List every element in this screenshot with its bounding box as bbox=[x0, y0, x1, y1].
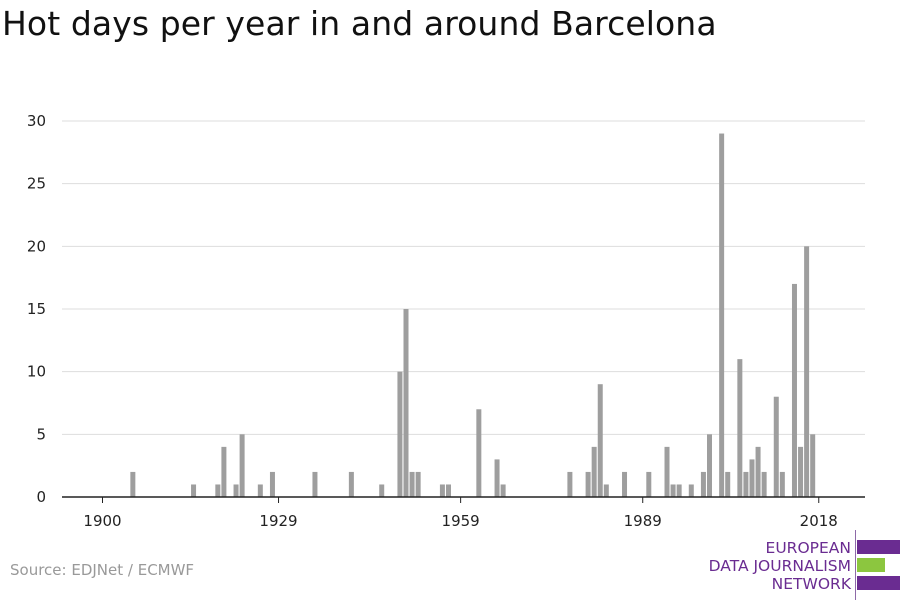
source-note: Source: EDJNet / ECMWF bbox=[10, 561, 195, 579]
bar-1922 bbox=[233, 484, 239, 497]
bar-1990 bbox=[646, 471, 652, 497]
y-tick-label: 10 bbox=[27, 363, 46, 381]
bar-1995 bbox=[676, 484, 682, 497]
x-tick-label: 1929 bbox=[259, 512, 297, 530]
logo-divider bbox=[855, 530, 856, 600]
bar-2005 bbox=[737, 359, 743, 497]
logo-bar-purple-bottom bbox=[857, 576, 900, 590]
bar-1966 bbox=[500, 484, 506, 497]
bar-chart: 0 5 10 15 20 25 30 1900 1929 1959 1989 2018 bbox=[27, 112, 865, 530]
logo-line-network: NETWORK bbox=[771, 575, 851, 593]
bar-1980 bbox=[585, 471, 591, 497]
y-tick-label: 0 bbox=[36, 488, 46, 506]
bar-2009 bbox=[761, 471, 767, 497]
bar-1986 bbox=[622, 471, 628, 497]
bar-1994 bbox=[670, 484, 676, 497]
bar-1920 bbox=[221, 446, 227, 497]
bar-1951 bbox=[409, 471, 415, 497]
bars bbox=[130, 133, 816, 497]
bar-2012 bbox=[779, 471, 785, 497]
logo-line-data-journalism: DATA JOURNALISM bbox=[708, 557, 851, 575]
bar-2008 bbox=[755, 446, 761, 497]
logo-line-european: EUROPEAN bbox=[765, 539, 851, 557]
bar-1982 bbox=[597, 384, 603, 497]
y-tick-label: 15 bbox=[27, 300, 46, 318]
y-tick-label: 5 bbox=[36, 425, 46, 443]
grid-lines bbox=[62, 120, 865, 435]
x-tick-label: 1900 bbox=[83, 512, 121, 530]
bar-1935 bbox=[312, 471, 318, 497]
bar-1962 bbox=[476, 409, 482, 497]
bar-1946 bbox=[379, 484, 385, 497]
bar-1950 bbox=[403, 309, 409, 497]
x-tick-label: 1989 bbox=[624, 512, 662, 530]
bar-1928 bbox=[269, 471, 275, 497]
bar-2006 bbox=[743, 471, 749, 497]
bar-2000 bbox=[707, 434, 712, 497]
bar-1981 bbox=[591, 446, 597, 497]
bar-1957 bbox=[445, 484, 451, 497]
bar-2011 bbox=[773, 396, 779, 497]
bar-2016 bbox=[804, 246, 810, 497]
edjnet-logo: EUROPEAN DATA JOURNALISM NETWORK bbox=[700, 530, 900, 600]
bar-1926 bbox=[257, 484, 263, 497]
bar-1941 bbox=[348, 471, 354, 497]
bar-2017 bbox=[810, 434, 816, 497]
y-tick-label: 20 bbox=[27, 237, 46, 255]
bar-2015 bbox=[798, 446, 804, 497]
y-tick-label: 30 bbox=[27, 112, 46, 130]
bar-1905 bbox=[130, 471, 136, 497]
bar-1919 bbox=[215, 484, 221, 497]
bar-1993 bbox=[664, 446, 670, 497]
y-tick-label: 25 bbox=[27, 175, 46, 193]
bar-1983 bbox=[603, 484, 609, 497]
logo-bar-green bbox=[857, 558, 885, 572]
x-tick-label: 1959 bbox=[442, 512, 480, 530]
logo-bar-purple-top bbox=[857, 540, 900, 554]
bar-2007 bbox=[749, 459, 755, 497]
bar-2003 bbox=[725, 471, 731, 497]
bar-1923 bbox=[239, 434, 245, 497]
chart-title: Hot days per year in and around Barcelon… bbox=[2, 4, 717, 43]
bar-2014 bbox=[791, 283, 797, 497]
x-tick-label: 2018 bbox=[800, 512, 838, 530]
bar-1977 bbox=[567, 471, 573, 497]
bar-1999 bbox=[700, 471, 706, 497]
axes: 0 5 10 15 20 25 30 1900 1929 1959 1989 2018 bbox=[27, 112, 865, 530]
bar-1952 bbox=[415, 471, 421, 497]
bar-1997 bbox=[688, 484, 694, 497]
bar-1949 bbox=[397, 371, 403, 497]
bar-1956 bbox=[439, 484, 445, 497]
bar-1965 bbox=[494, 459, 500, 497]
bar-2002 bbox=[719, 133, 725, 497]
bar-1915 bbox=[191, 484, 197, 497]
